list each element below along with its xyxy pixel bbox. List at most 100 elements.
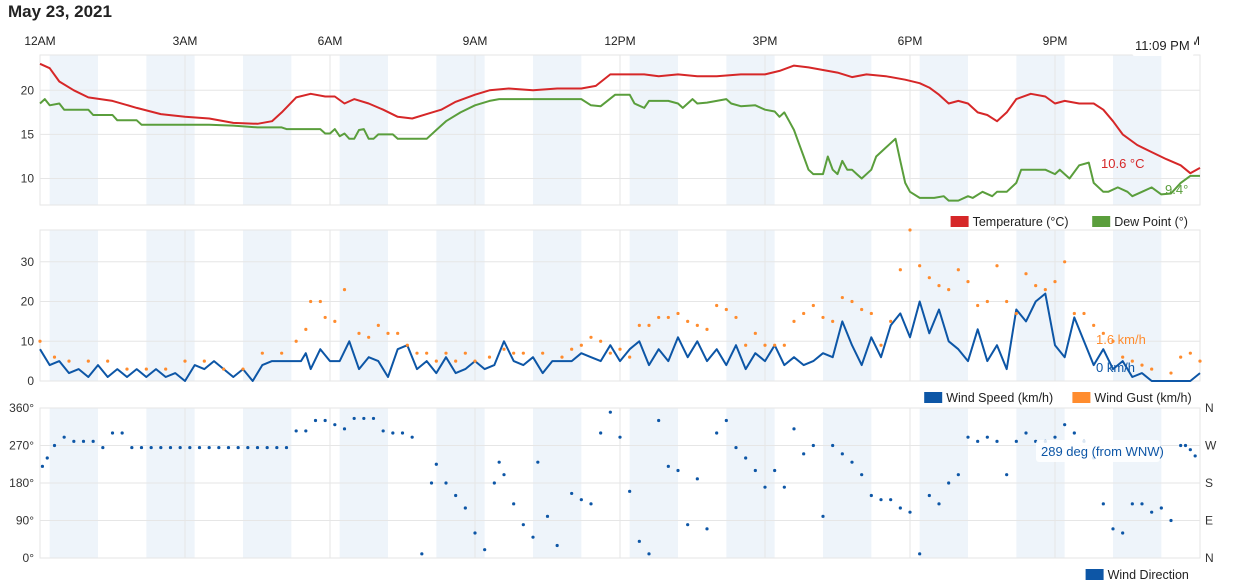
wind-direction-point bbox=[763, 485, 767, 489]
wind-direction-point bbox=[226, 445, 231, 450]
wind-direction-point bbox=[637, 539, 641, 543]
wind-gust-point bbox=[763, 343, 767, 347]
wind-direction-point bbox=[555, 543, 559, 548]
wind-gust-point bbox=[637, 323, 641, 327]
wind-gust-point bbox=[1150, 367, 1154, 371]
wind-gust-point bbox=[376, 323, 380, 327]
wind-gust-point bbox=[618, 347, 622, 351]
wind-gust-point bbox=[294, 339, 298, 343]
wind-direction-point bbox=[497, 460, 501, 464]
wind-direction-point bbox=[313, 418, 318, 423]
wind-gust-point bbox=[937, 284, 941, 288]
wind-gust-point bbox=[869, 311, 873, 316]
wind-direction-point bbox=[618, 435, 622, 439]
wind-direction-point bbox=[45, 456, 49, 460]
legend-label: Temperature (°C) bbox=[973, 215, 1069, 229]
wind-gust-point bbox=[86, 359, 90, 363]
wind-direction-tooltip: 289 deg (from WNW) bbox=[1041, 444, 1164, 459]
wind-gust-point bbox=[1179, 355, 1183, 359]
wind-direction-point bbox=[676, 468, 680, 473]
wind-direction-point bbox=[1193, 454, 1197, 458]
y-tick-label: 15 bbox=[21, 127, 35, 141]
wind-gust-point bbox=[1111, 339, 1115, 343]
wind-gust-point bbox=[1043, 288, 1047, 292]
wind-gust-point bbox=[318, 299, 322, 304]
wind-direction-point bbox=[207, 445, 211, 450]
legend-swatch[interactable] bbox=[924, 392, 943, 403]
wind-direction-point bbox=[62, 435, 66, 439]
wind-direction-point bbox=[850, 460, 854, 464]
wind-direction-point bbox=[72, 439, 76, 443]
wind-direction-point bbox=[81, 439, 86, 443]
wind-gust-point bbox=[599, 339, 603, 343]
wind-direction-point bbox=[265, 445, 269, 450]
wind-gust-point bbox=[367, 335, 371, 339]
wind-gust-point bbox=[898, 268, 902, 272]
wind-direction-point bbox=[570, 491, 574, 496]
wind-gust-point bbox=[918, 264, 922, 268]
legend-swatch[interactable] bbox=[950, 216, 969, 227]
wind-gust-point bbox=[1053, 280, 1057, 284]
wind-direction-point bbox=[483, 548, 487, 552]
shaded-band bbox=[1016, 55, 1065, 205]
wind-gust-point bbox=[202, 359, 206, 363]
y-tick-label: 20 bbox=[21, 295, 35, 309]
wind-gust-point bbox=[1198, 359, 1202, 363]
wind-direction-point bbox=[255, 445, 260, 450]
wind-gust-point bbox=[966, 280, 970, 284]
wind-direction-point bbox=[1063, 423, 1067, 427]
wind-gust-point bbox=[541, 351, 545, 355]
wind-gust-point bbox=[744, 343, 748, 347]
legend-swatch[interactable] bbox=[1072, 392, 1091, 403]
shaded-band bbox=[533, 230, 582, 381]
wind-gust-point bbox=[323, 315, 327, 320]
wind-gust-point bbox=[444, 351, 448, 355]
wind-direction-point bbox=[686, 523, 690, 527]
wind-direction-point bbox=[502, 473, 506, 477]
shaded-band bbox=[146, 230, 195, 381]
wind-gust-point bbox=[686, 319, 690, 323]
shaded-band bbox=[726, 55, 775, 205]
wind-direction-point bbox=[178, 445, 182, 450]
wind-direction-point bbox=[889, 498, 893, 502]
wind-direction-point bbox=[304, 429, 308, 433]
wind-direction-point bbox=[1024, 431, 1028, 435]
wind-direction-point bbox=[352, 416, 356, 421]
shaded-band bbox=[243, 55, 292, 205]
wind-direction-point bbox=[879, 498, 883, 502]
shaded-band bbox=[339, 230, 388, 381]
shaded-band bbox=[1016, 230, 1065, 381]
y-tick-label: 180° bbox=[9, 476, 34, 490]
wind-direction-point bbox=[1053, 435, 1057, 439]
wind-direction-point bbox=[802, 452, 806, 456]
shaded-band bbox=[49, 230, 98, 381]
wind-gust-point bbox=[1092, 323, 1096, 327]
wind-gust-point bbox=[908, 228, 912, 232]
wind-direction-point bbox=[995, 439, 999, 443]
wind-direction-point bbox=[410, 435, 414, 439]
wind-direction-point bbox=[628, 489, 632, 493]
y-tick-label: 360° bbox=[9, 401, 34, 415]
y-tick-label: 10 bbox=[21, 334, 35, 348]
wind-direction-point bbox=[715, 431, 719, 435]
wind-gust-point bbox=[956, 268, 960, 272]
wind-direction-point bbox=[1111, 527, 1115, 531]
wind-direction-point bbox=[130, 445, 134, 450]
right-tick-label: E bbox=[1205, 514, 1213, 528]
wind-gust-point bbox=[773, 343, 777, 347]
wind-direction-point bbox=[657, 418, 661, 423]
legend-swatch[interactable] bbox=[1085, 569, 1104, 580]
wind-gust-point bbox=[52, 355, 57, 359]
right-tick-label: S bbox=[1205, 476, 1213, 490]
legend-swatch[interactable] bbox=[1092, 216, 1111, 227]
wind-gust-point bbox=[850, 299, 854, 304]
shaded-band bbox=[629, 55, 678, 205]
wind-direction-point bbox=[1014, 439, 1018, 443]
wind-direction-point bbox=[444, 481, 448, 485]
wind-direction-point bbox=[608, 410, 612, 414]
wind-gust-point bbox=[889, 319, 893, 323]
wind-gust-point bbox=[676, 311, 680, 316]
x-tick-label: 6AM bbox=[318, 34, 343, 48]
shaded-band bbox=[823, 55, 872, 205]
